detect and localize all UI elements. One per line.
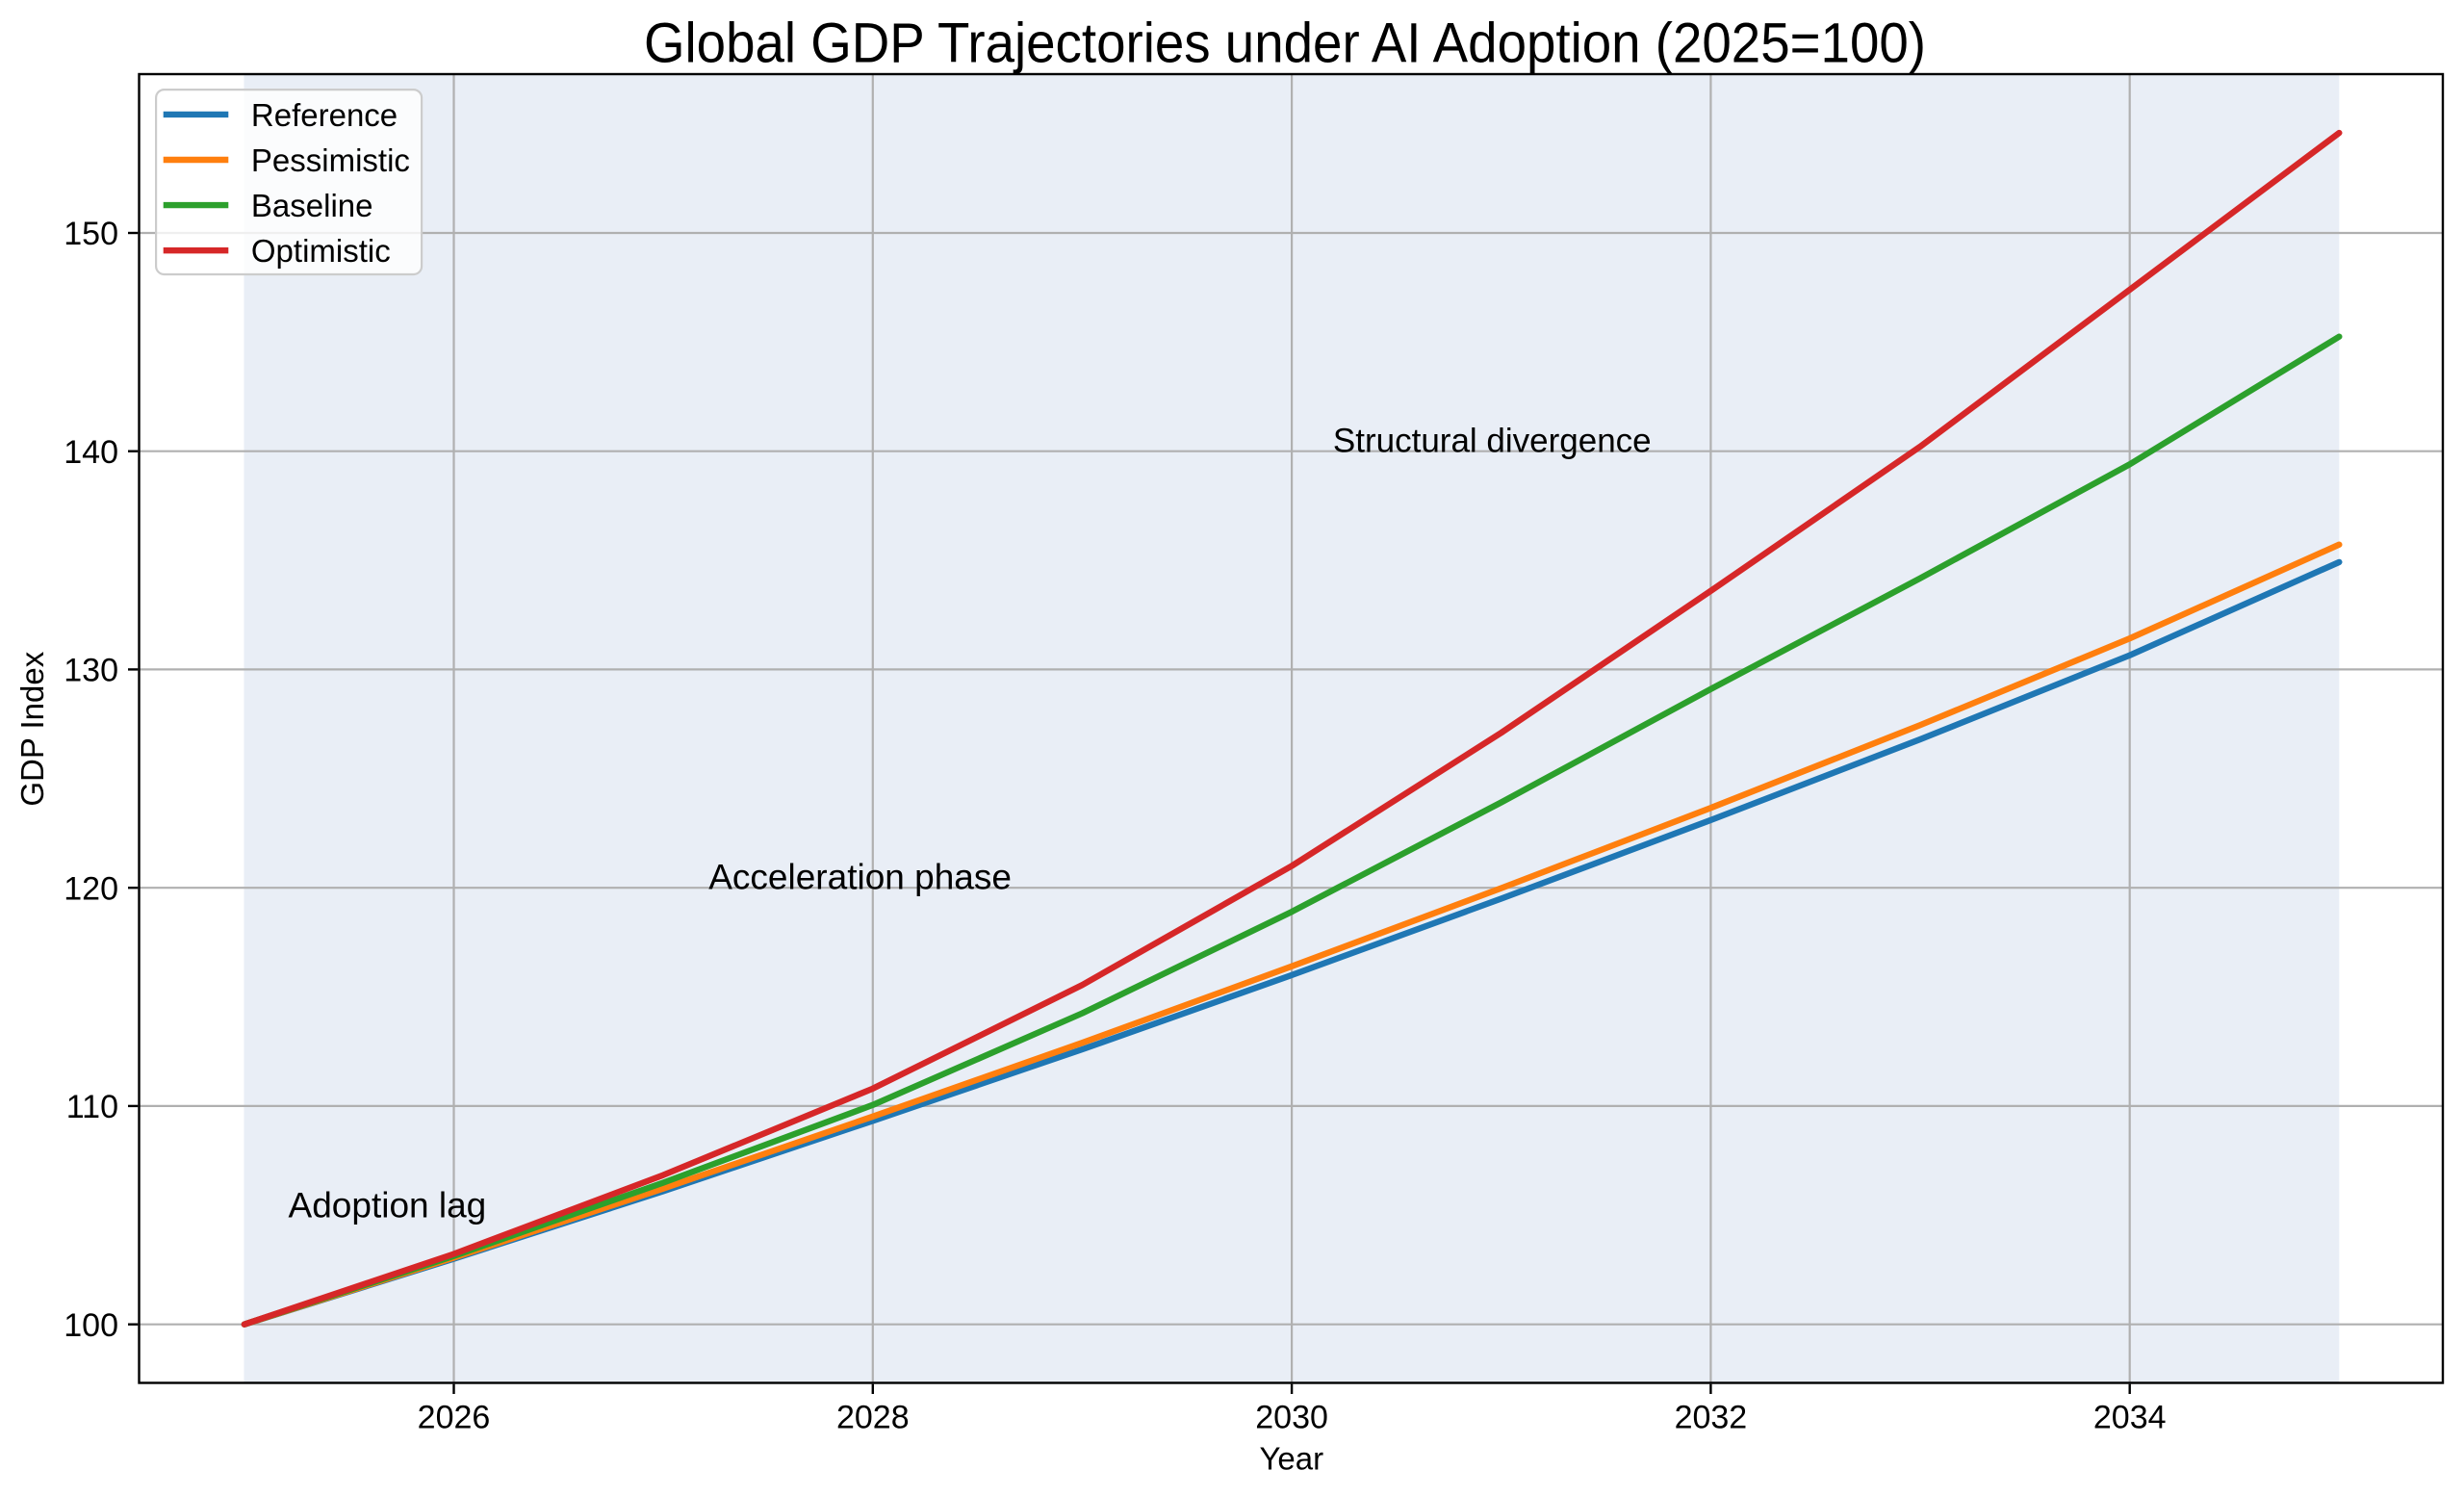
svg-text:Optimistic: Optimistic <box>251 233 391 269</box>
svg-text:120: 120 <box>64 870 118 907</box>
svg-text:Pessimistic: Pessimistic <box>251 142 410 178</box>
svg-text:2034: 2034 <box>2093 1400 2167 1436</box>
svg-text:Global GDP Trajectories under: Global GDP Trajectories under AI Adoptio… <box>644 13 1926 75</box>
svg-text:GDP Index: GDP Index <box>14 651 50 806</box>
svg-text:110: 110 <box>66 1089 118 1125</box>
svg-text:Reference: Reference <box>251 97 398 133</box>
svg-text:2030: 2030 <box>1255 1400 1328 1436</box>
svg-text:100: 100 <box>64 1307 118 1344</box>
svg-text:150: 150 <box>64 216 118 252</box>
svg-text:Structural divergence: Structural divergence <box>1333 422 1652 459</box>
svg-text:130: 130 <box>64 653 118 689</box>
svg-text:2032: 2032 <box>1675 1400 1748 1436</box>
svg-text:Baseline: Baseline <box>251 188 373 223</box>
svg-text:2028: 2028 <box>836 1400 910 1436</box>
svg-text:2026: 2026 <box>418 1400 491 1436</box>
svg-text:Adoption lag: Adoption lag <box>289 1185 487 1225</box>
svg-text:Acceleration phase: Acceleration phase <box>708 858 1012 897</box>
svg-text:140: 140 <box>64 434 118 471</box>
svg-text:Year: Year <box>1259 1440 1323 1476</box>
